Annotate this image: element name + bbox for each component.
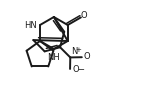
Text: −: − <box>77 65 84 74</box>
Text: O: O <box>72 65 79 74</box>
Text: NH: NH <box>48 53 60 62</box>
Text: O: O <box>80 11 87 20</box>
Text: HN: HN <box>24 20 37 29</box>
Text: N: N <box>71 47 78 56</box>
Text: O: O <box>84 52 90 61</box>
Text: +: + <box>75 47 81 53</box>
